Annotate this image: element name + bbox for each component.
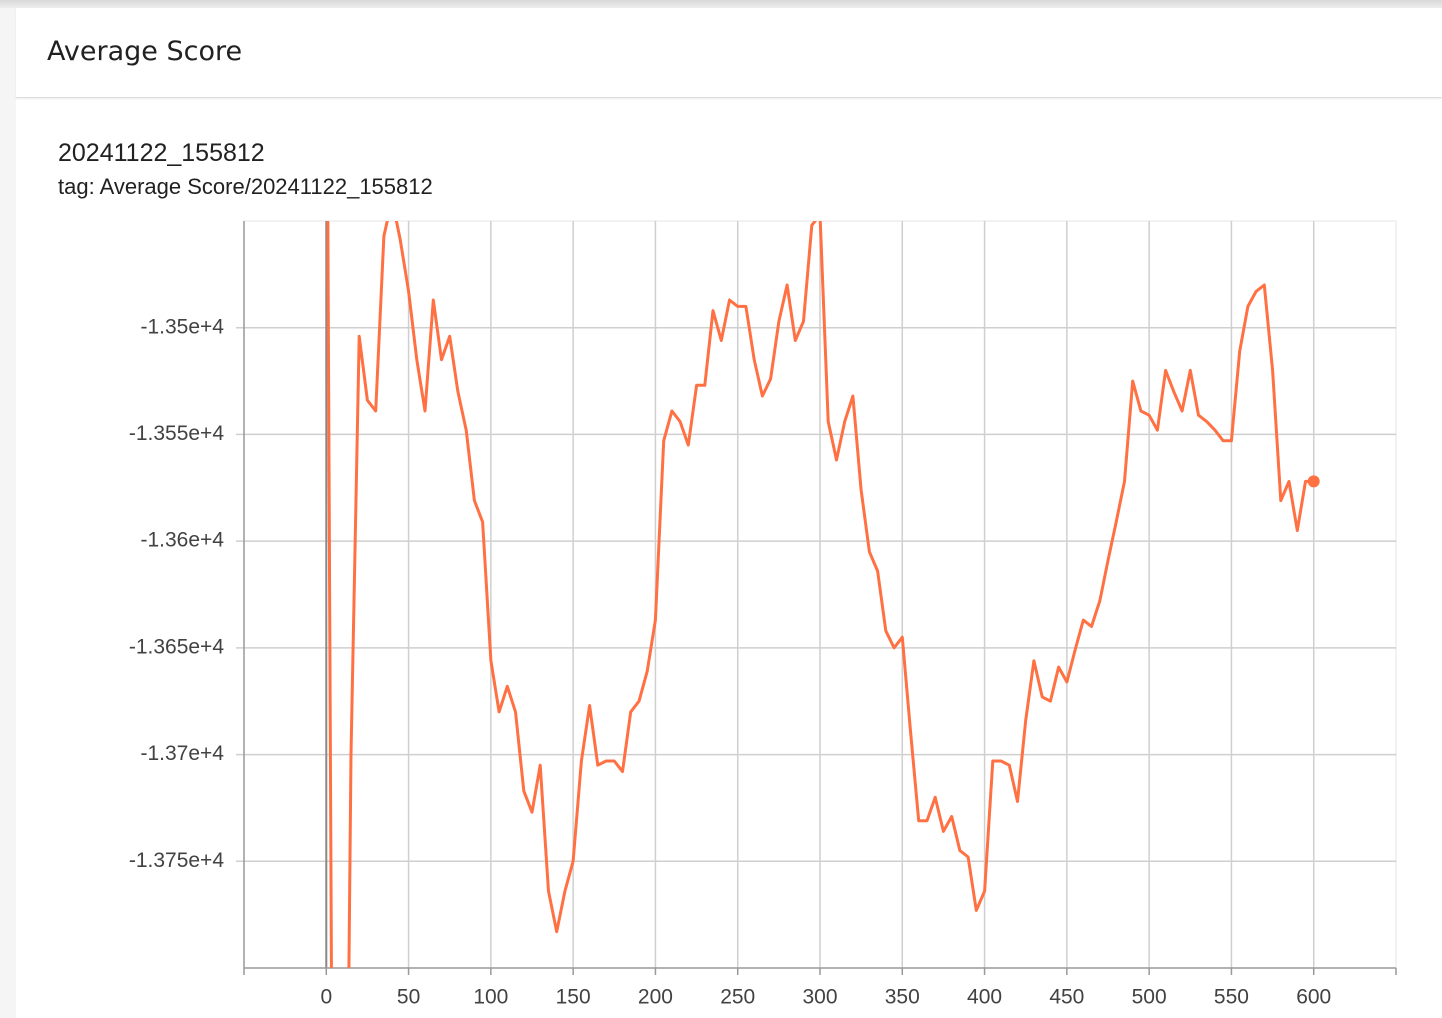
section-title: Average Score	[47, 36, 243, 67]
x-tick-label: 600	[1296, 986, 1331, 1009]
x-tick-label: 500	[1132, 986, 1167, 1009]
x-tick-label: 250	[720, 986, 755, 1009]
x-tick-label: 300	[802, 986, 837, 1009]
y-tick-label: -1.37e+4	[141, 742, 225, 765]
plot-area	[326, 221, 1320, 968]
x-tick-label: 50	[397, 986, 420, 1009]
top-bar	[0, 0, 1442, 8]
line	[326, 221, 1314, 968]
x-tick-label: 450	[1049, 986, 1084, 1009]
chart-subtitle: tag: Average Score/20241122_155812	[58, 174, 433, 199]
x-tick-label: 400	[967, 986, 1002, 1009]
end-point	[1307, 475, 1320, 488]
y-tick-label: -1.365e+4	[129, 635, 224, 658]
x-tick-label: 550	[1214, 986, 1249, 1009]
y-tick-label: -1.355e+4	[129, 422, 224, 445]
x-tick-label: 200	[638, 986, 673, 1009]
x-tick-label: 100	[473, 986, 508, 1009]
section-header[interactable]: Average Score	[16, 8, 1442, 98]
chart-title: 20241122_155812	[58, 139, 265, 167]
y-tick-label: -1.375e+4	[129, 849, 224, 872]
x-tick-label: 150	[556, 986, 591, 1009]
y-tick-label: -1.35e+4	[141, 315, 225, 338]
x-tick-label: 0	[320, 986, 332, 1009]
x-tick-label: 350	[885, 986, 920, 1009]
card: Average Score 20241122_155812 tag: Avera…	[16, 8, 1442, 1018]
y-tick-label: -1.36e+4	[141, 529, 225, 552]
